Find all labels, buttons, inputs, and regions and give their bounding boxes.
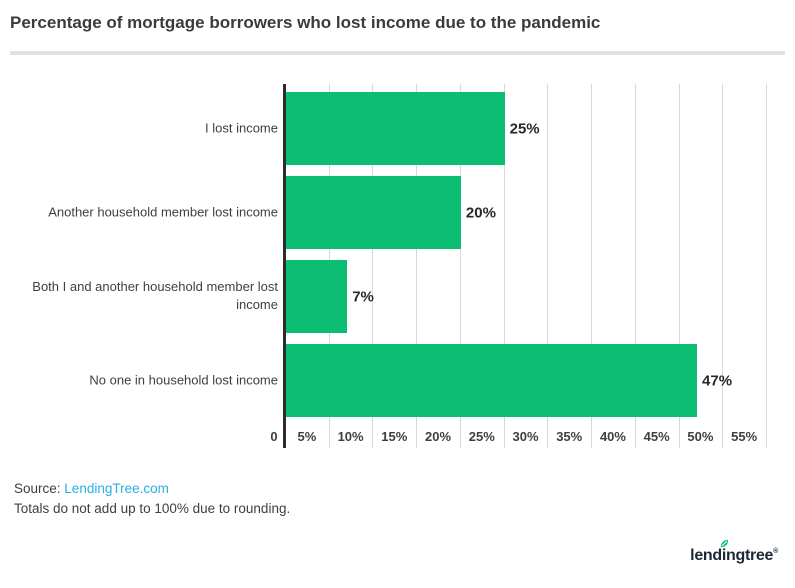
x-tick-label: 5% [297,429,317,444]
bar [286,92,505,165]
category-label: I lost income [205,120,278,136]
source-line: Source: LendingTree.com [14,481,169,496]
title-divider [10,51,785,55]
x-tick-label: 20% [425,429,452,444]
x-tick-label: 25% [468,429,495,444]
source-link[interactable]: LendingTree.com [64,481,169,496]
gridline [722,84,724,448]
logo-letter-i: i [720,539,729,565]
logo-text: ngtree [726,547,774,564]
gridline [503,84,505,448]
leaf-icon [720,539,729,548]
gridline [766,84,767,448]
category-label: Another household member lost income [48,204,278,220]
x-tick-label: 55% [731,429,758,444]
bar [286,260,348,333]
gridline [591,84,593,448]
source-label: Source: [14,481,61,496]
logo-text: lend [690,547,722,564]
bar-value-label: 47% [702,372,733,389]
gridline [459,84,461,448]
bar [286,344,698,417]
x-tick-label: 0 [270,429,278,444]
gridline [634,84,636,448]
category-label: No one in household lost income [89,372,278,388]
x-tick-label: 45% [643,429,670,444]
x-tick-label: 50% [687,429,714,444]
bar-value-label: 20% [465,204,496,221]
bar-value-label: 7% [352,288,374,305]
gridline [678,84,680,448]
x-tick-label: 15% [381,429,408,444]
gridline [416,84,418,448]
registered-mark: ® [773,548,778,555]
chart-title: Percentage of mortgage borrowers who los… [10,13,601,32]
footnote: Totals do not add up to 100% due to roun… [14,501,291,516]
x-tick-label: 30% [512,429,539,444]
x-tick-label: 10% [337,429,364,444]
x-tick-label: 40% [599,429,626,444]
x-tick-label: 35% [556,429,583,444]
gridline [547,84,549,448]
lendingtree-logo: lendi ngtree® [690,539,778,565]
gridline [372,84,374,448]
bar-value-label: 25% [509,120,540,137]
bar [286,176,461,249]
category-label: Both I and another household member lost… [32,278,278,313]
y-axis-line [283,84,286,448]
